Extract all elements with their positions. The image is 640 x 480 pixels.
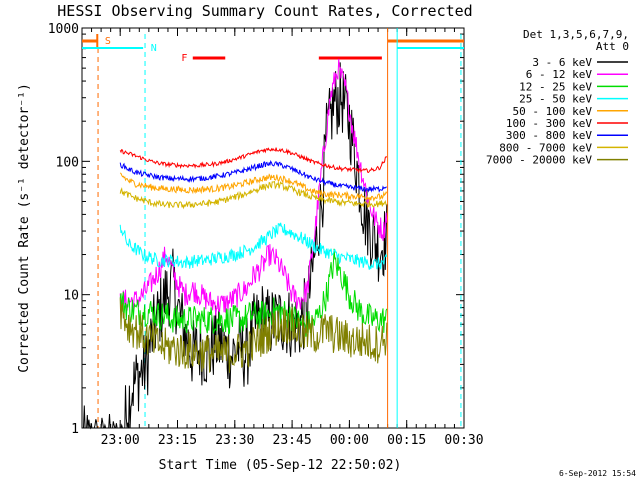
series-line-2	[119, 248, 388, 337]
n-label: N	[151, 43, 157, 54]
series-line-8	[119, 298, 388, 373]
y-tick-label: 100	[56, 155, 79, 170]
series-line-7	[119, 180, 387, 210]
series-line-0	[82, 62, 388, 430]
x-tick-label: 23:30	[215, 433, 254, 448]
chart-title: HESSI Observing Summary Count Rates, Cor…	[57, 2, 472, 20]
legend-label: 12 - 25 keV	[519, 80, 592, 93]
x-axis-label: Start Time (05-Sep-12 22:50:02)	[159, 458, 402, 473]
legend-label: 3 - 6 keV	[532, 56, 592, 69]
x-tick-label: 00:00	[330, 433, 369, 448]
x-tick-label: 23:15	[158, 433, 197, 448]
y-tick-label: 10	[63, 289, 79, 304]
y-axis-label: Corrected Count Rate (s⁻¹ detector⁻¹)	[17, 83, 32, 373]
footer-timestamp: 6-Sep-2012 15:54	[559, 469, 636, 478]
series-line-5	[119, 147, 388, 174]
legend-label: 50 - 100 keV	[513, 105, 593, 118]
legend-header-line2: Att 0	[596, 40, 629, 53]
s-label: S	[105, 36, 111, 47]
series-line-3	[119, 222, 388, 270]
x-tick-label: 23:00	[101, 433, 140, 448]
series-line-6	[119, 160, 387, 193]
legend-label: 100 - 300 keV	[506, 117, 592, 130]
y-tick-label: 1000	[48, 22, 79, 37]
series-group	[82, 58, 388, 430]
axis-ticks: 23:00 23:15 23:30 23:45 00:00 00:15 00:30 1 10 10…	[48, 22, 484, 448]
y-tick-label: 1	[71, 422, 79, 437]
legend-label: 6 - 12 keV	[526, 68, 593, 81]
x-tick-label: 00:30	[444, 433, 483, 448]
series-line-1	[119, 58, 388, 316]
legend-label: 300 - 800 keV	[506, 129, 592, 142]
x-tick-label: 23:45	[273, 433, 312, 448]
series-line-4	[119, 172, 388, 202]
legend-label: 7000 - 20000 keV	[486, 154, 592, 167]
f-label: F	[181, 53, 187, 64]
legend-label: 25 - 50 keV	[519, 93, 592, 106]
legend-label: 800 - 7000 keV	[499, 141, 592, 154]
x-tick-label: 00:15	[387, 433, 426, 448]
legend-header-line1: Det 1,3,5,6,7,9,	[523, 28, 629, 41]
